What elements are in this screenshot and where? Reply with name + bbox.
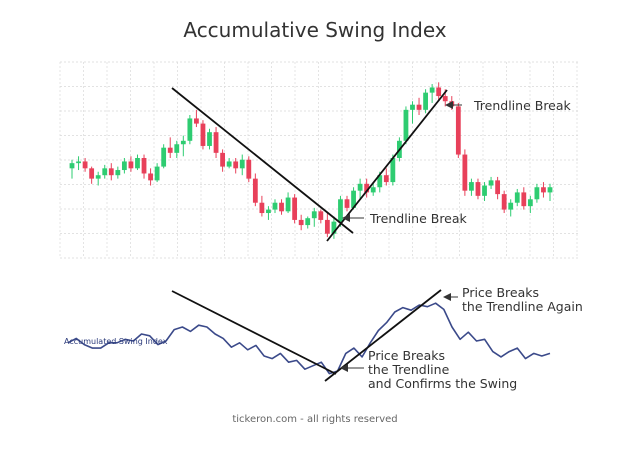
candle-up (403, 109, 409, 141)
candle-down (541, 187, 546, 193)
candle-up (331, 221, 337, 234)
candle-up (377, 175, 383, 188)
candle-up (423, 92, 428, 110)
candle-down (292, 197, 298, 220)
candle-up (370, 187, 376, 193)
candle-down (194, 118, 199, 124)
candle-up (285, 197, 291, 212)
candle-down (449, 101, 455, 107)
candle-down (89, 168, 95, 179)
candle-down (442, 96, 448, 102)
candle-up (95, 175, 101, 179)
candle-up (266, 209, 271, 214)
annotation-trendline-break-mid: Trendline Break (369, 211, 468, 226)
candle-down (521, 192, 527, 207)
candle-down (148, 173, 153, 181)
candle-down (141, 158, 147, 174)
candle-up (174, 144, 180, 153)
candle-up (121, 161, 127, 171)
candle-down (108, 168, 114, 176)
annotation-price-breaks-again-1: Price Breaks (462, 285, 539, 300)
trendline-price-down (171, 87, 354, 234)
candle-up (180, 140, 186, 145)
candle-up (311, 211, 317, 219)
annotation-price-breaks-again-2: the Trendline Again (462, 299, 583, 314)
candle-up (102, 168, 108, 176)
candle-down (462, 154, 468, 191)
candle-up (135, 158, 140, 169)
candle-down (298, 219, 304, 226)
candle-up (547, 187, 553, 193)
candle-down (455, 106, 461, 155)
candle-up (154, 166, 160, 181)
candle-up (76, 161, 81, 164)
candle-down (128, 161, 134, 169)
candle-down (252, 178, 258, 203)
candle-up (161, 147, 167, 167)
candle-up (187, 118, 193, 141)
candle-up (514, 192, 520, 203)
candle-up (357, 183, 363, 191)
candle-down (279, 202, 284, 212)
candle-down (318, 211, 324, 220)
candle-up (410, 104, 415, 110)
candle-down (259, 202, 265, 214)
candle-down (324, 219, 330, 234)
candle-down (416, 104, 422, 110)
candle-down (82, 161, 88, 169)
price-grid (59, 61, 578, 259)
candle-up (226, 161, 232, 167)
annotation-price-breaks-confirm-1: Price Breaks (368, 348, 445, 363)
candle-down (246, 159, 252, 179)
candle-up (351, 190, 356, 208)
candle-up (239, 159, 245, 169)
candle-down (213, 132, 219, 153)
trendline-asi-down (171, 290, 337, 375)
candle-up (482, 185, 487, 196)
candle-down (383, 175, 389, 183)
candle-up (469, 182, 474, 191)
candle-up (390, 158, 396, 183)
candle-up (272, 202, 278, 210)
candle-up (115, 170, 121, 176)
candle-up (534, 187, 540, 200)
candle-down (436, 87, 442, 97)
annotation-price-breaks-confirm-3: and Confirms the Swing (368, 376, 517, 391)
candle-down (475, 182, 481, 196)
asi-series (67, 302, 551, 375)
candle-up (69, 163, 75, 169)
candle-down (220, 152, 226, 167)
chart-title: Accumulative Swing Index (183, 18, 447, 42)
candle-down (200, 123, 206, 146)
candle-down (501, 194, 507, 210)
asi-line (67, 302, 551, 375)
candle-down (344, 199, 350, 208)
annotation-trendline-break-top: Trendline Break (473, 98, 572, 113)
candle-up (488, 180, 494, 186)
candle-down (364, 183, 370, 193)
candlestick-series (69, 82, 553, 239)
annotation-price-breaks-confirm-2: the Trendline (368, 362, 450, 377)
candle-down (495, 180, 501, 195)
candle-up (305, 218, 311, 226)
asi-label: Accumulated Swing Index (64, 337, 168, 346)
candle-down (167, 147, 173, 153)
candle-up (508, 202, 514, 210)
footer-credit: tickeron.com - all rights reserved (232, 414, 398, 425)
candle-up (429, 87, 435, 93)
candle-down (233, 161, 239, 169)
candle-up (207, 132, 212, 146)
candle-up (338, 199, 343, 222)
candle-up (527, 199, 533, 207)
